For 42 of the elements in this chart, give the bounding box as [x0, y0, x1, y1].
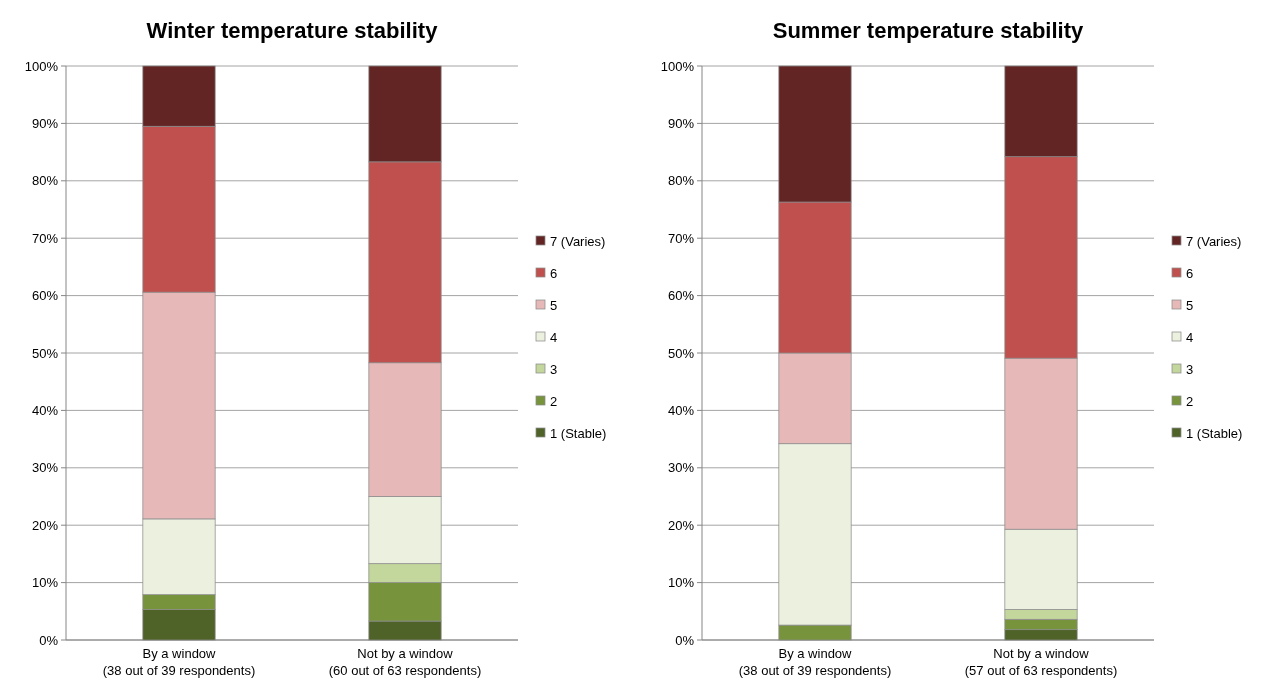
x-tick-label: By a window (38 out of 39 respondents) — [102, 646, 256, 678]
y-tick-label: 70% — [31, 230, 59, 246]
legend-label: 7 (Varies) — [550, 233, 606, 249]
x-tick-label: Not by a window (60 out of 63 respondents) — [328, 646, 482, 678]
legend-label: 6 — [550, 265, 558, 281]
y-tick-label: 40% — [31, 402, 59, 418]
y-tick-label: 90% — [31, 115, 59, 131]
legend-label: 3 — [1185, 361, 1193, 377]
y-tick-label: 20% — [667, 517, 694, 533]
y-tick-label: 80% — [667, 173, 694, 189]
legend-label: 1 (Stable) — [1185, 425, 1242, 441]
y-tick-label: 90% — [667, 115, 694, 131]
legend-label: 2 — [1185, 393, 1193, 409]
legend-label: 3 — [550, 361, 558, 377]
chart-title: Summer temperature stability — [772, 18, 1084, 43]
y-tick-label: 80% — [31, 173, 59, 189]
legend-label: 4 — [550, 329, 558, 345]
y-tick-label: 0% — [674, 632, 694, 648]
y-tick-label: 10% — [667, 575, 694, 591]
y-tick-label: 50% — [667, 345, 694, 361]
y-tick-label: 100% — [660, 58, 694, 74]
y-tick-label: 20% — [31, 517, 59, 533]
y-tick-label: 70% — [667, 230, 694, 246]
y-tick-label: 10% — [31, 575, 59, 591]
legend-label: 5 — [1185, 297, 1193, 313]
chart-title: Winter temperature stability — [146, 18, 439, 43]
y-tick-label: 60% — [31, 288, 59, 304]
y-tick-label: 30% — [667, 460, 694, 476]
legend-label: 7 (Varies) — [1185, 233, 1241, 249]
legend-label: 4 — [1185, 329, 1193, 345]
legend-label: 1 (Stable) — [550, 425, 607, 441]
y-tick-label: 100% — [24, 58, 59, 74]
y-tick-label: 40% — [667, 402, 694, 418]
y-tick-label: 0% — [39, 632, 59, 648]
legend-label: 2 — [550, 393, 558, 409]
y-tick-label: 30% — [31, 460, 59, 476]
y-tick-label: 50% — [31, 345, 59, 361]
legend-label: 5 — [550, 297, 558, 313]
y-tick-label: 60% — [667, 288, 694, 304]
legend-label: 6 — [1185, 265, 1193, 281]
x-tick-label: By a window (38 out of 39 respondents) — [738, 646, 891, 678]
x-tick-label: Not by a window (57 out of 63 respondents) — [964, 646, 1117, 678]
